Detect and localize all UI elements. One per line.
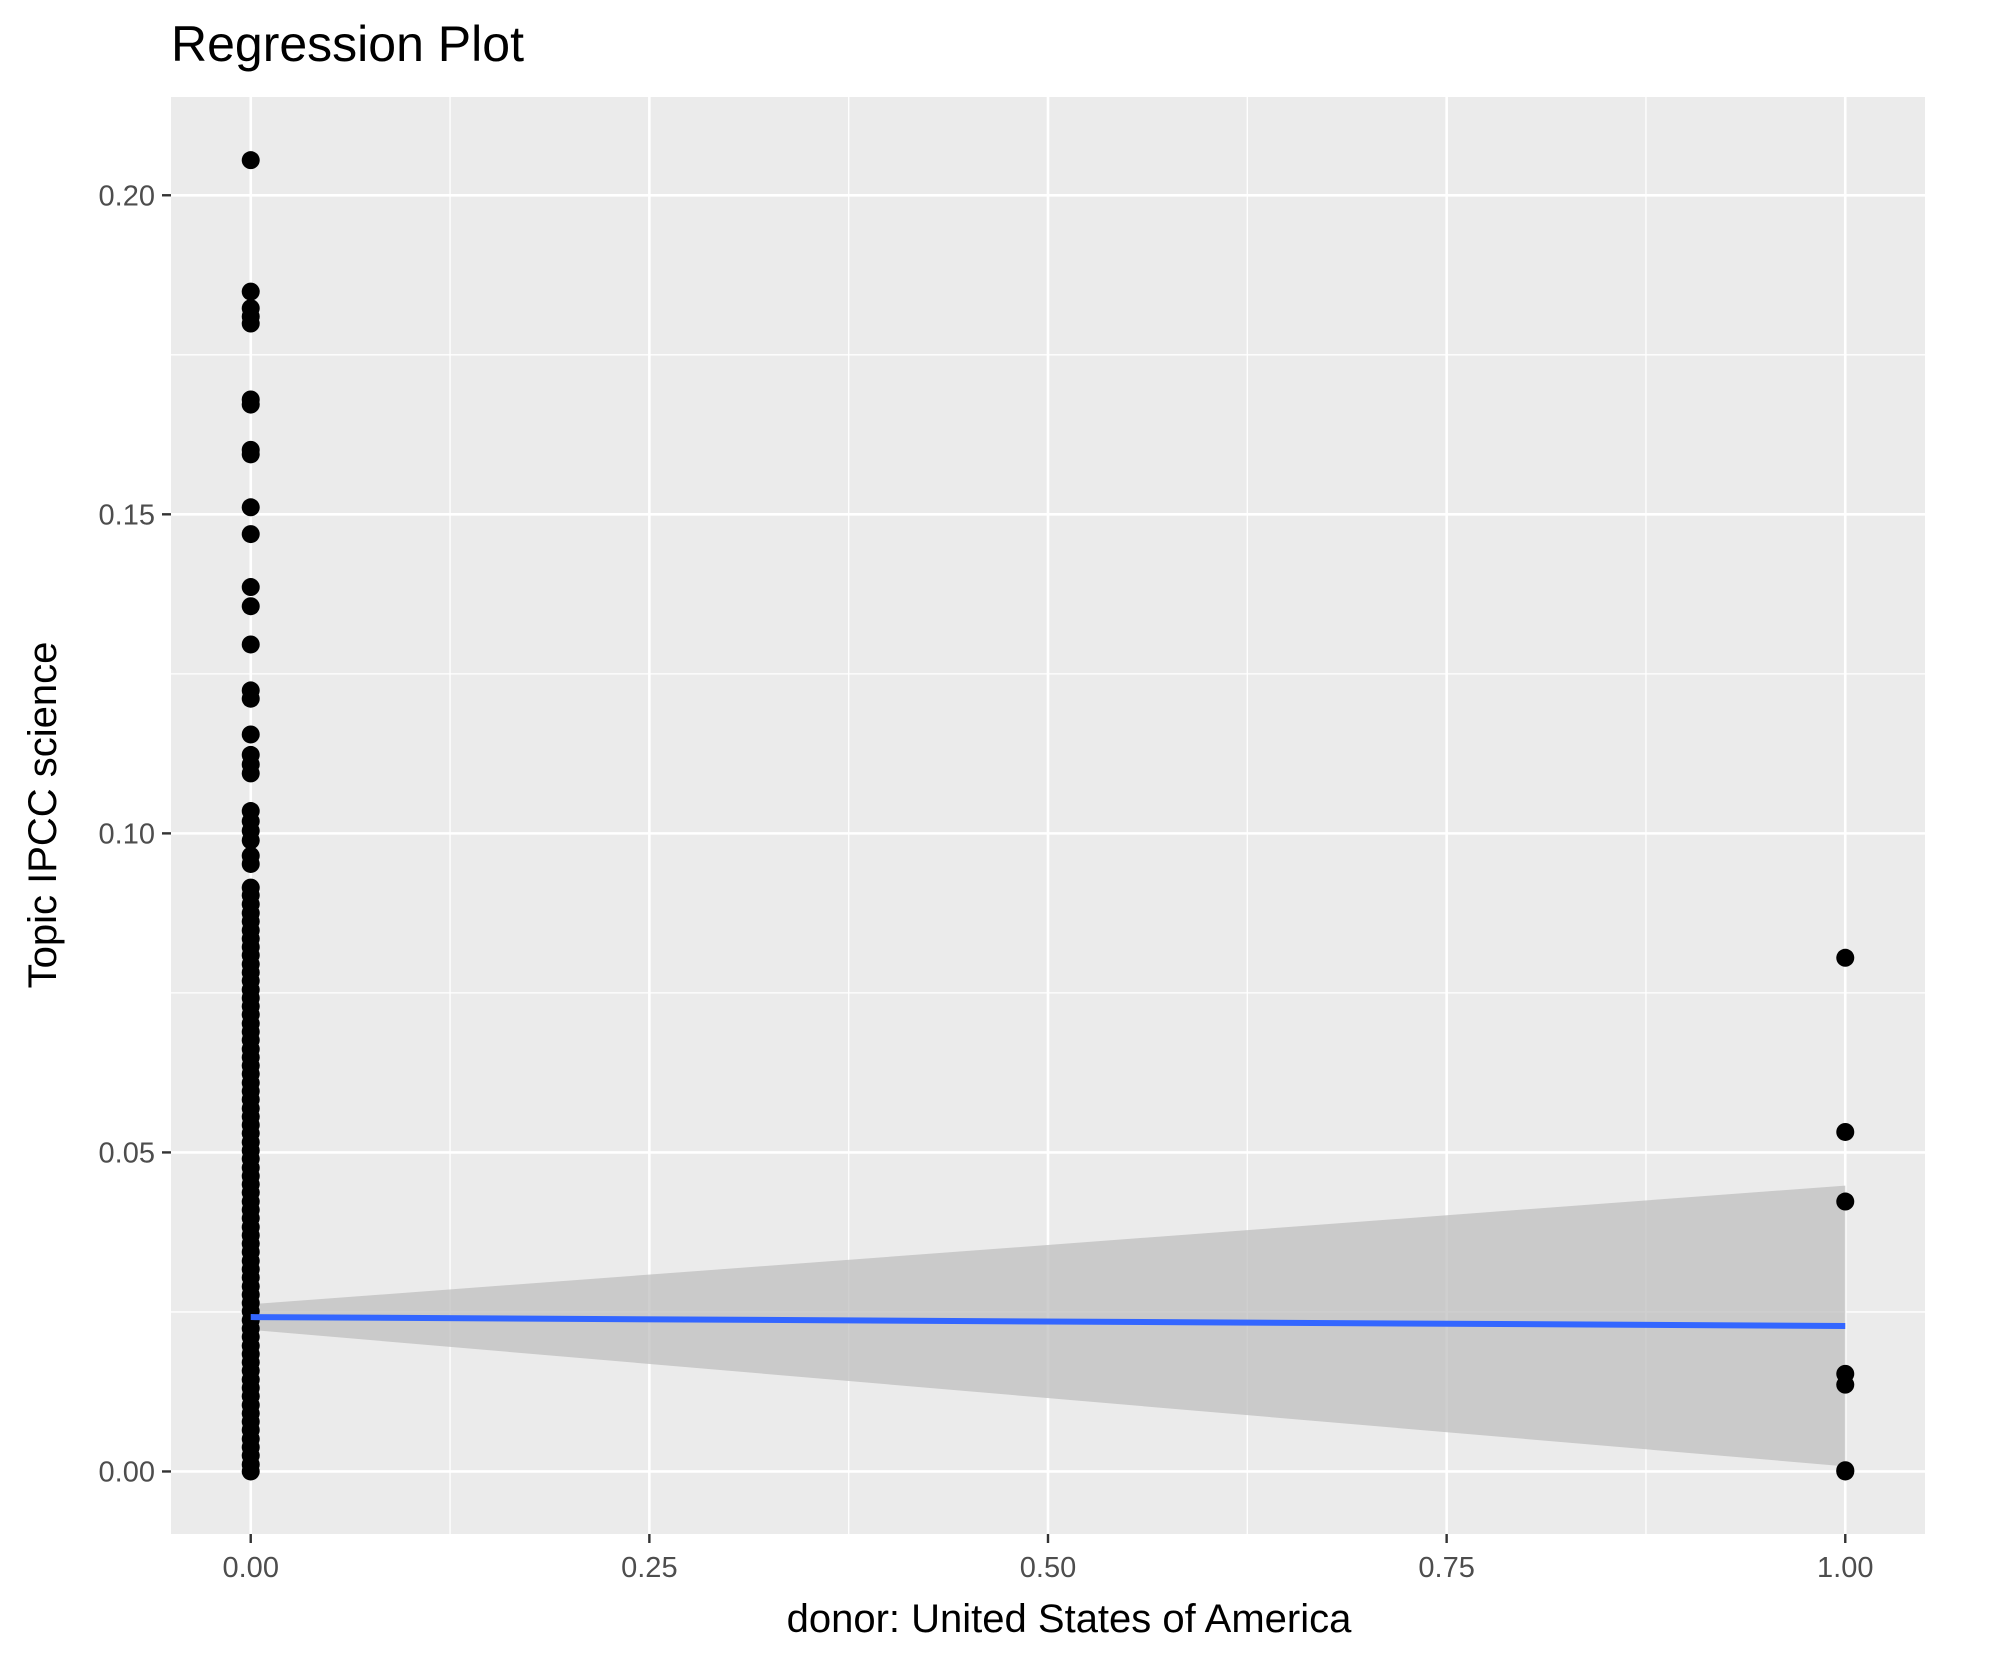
data-point [241,831,260,850]
y-axis-title: Topic IPCC science [21,642,65,989]
data-point [241,764,260,783]
data-point [241,725,260,744]
data-point [241,282,260,301]
data-point [241,1462,260,1481]
data-point [241,445,260,464]
x-tick-label: 0.25 [621,1552,677,1584]
confidence-band-layer [250,1185,1846,1467]
data-points-layer [241,151,1855,1481]
y-axis: 0.00 0.05 0.10 0.15 0.20 [99,180,171,1488]
regression-line-layer [250,1314,1846,1329]
x-tick-label: 0.00 [223,1552,279,1584]
y-tick-label: 0.15 [99,499,155,531]
data-point [241,854,260,873]
chart-title: Regression Plot [171,16,524,72]
y-tick-label: 0.05 [99,1137,155,1169]
data-point [241,314,260,333]
data-point [1836,948,1855,967]
data-point [241,525,260,544]
x-axis: 0.00 0.25 0.50 0.75 1.00 [223,1534,1873,1584]
data-point [241,151,260,170]
data-point [241,578,260,597]
regression-line [250,1314,1846,1329]
data-point [1836,1192,1855,1211]
data-point [241,498,260,517]
data-point [1836,1462,1855,1481]
x-tick-label: 0.50 [1020,1552,1076,1584]
x-axis-title: donor: United States of America [787,1597,1353,1641]
data-point [241,395,260,414]
data-point [241,635,260,654]
data-point [1836,1122,1855,1141]
data-point [241,597,260,616]
y-tick-label: 0.20 [99,180,155,212]
y-tick-label: 0.00 [99,1456,155,1488]
confidence-band [250,1185,1846,1467]
x-tick-label: 1.00 [1817,1552,1873,1584]
data-point [1836,1375,1855,1394]
x-tick-label: 0.75 [1418,1552,1474,1584]
data-point [241,689,260,708]
y-tick-label: 0.10 [99,818,155,850]
